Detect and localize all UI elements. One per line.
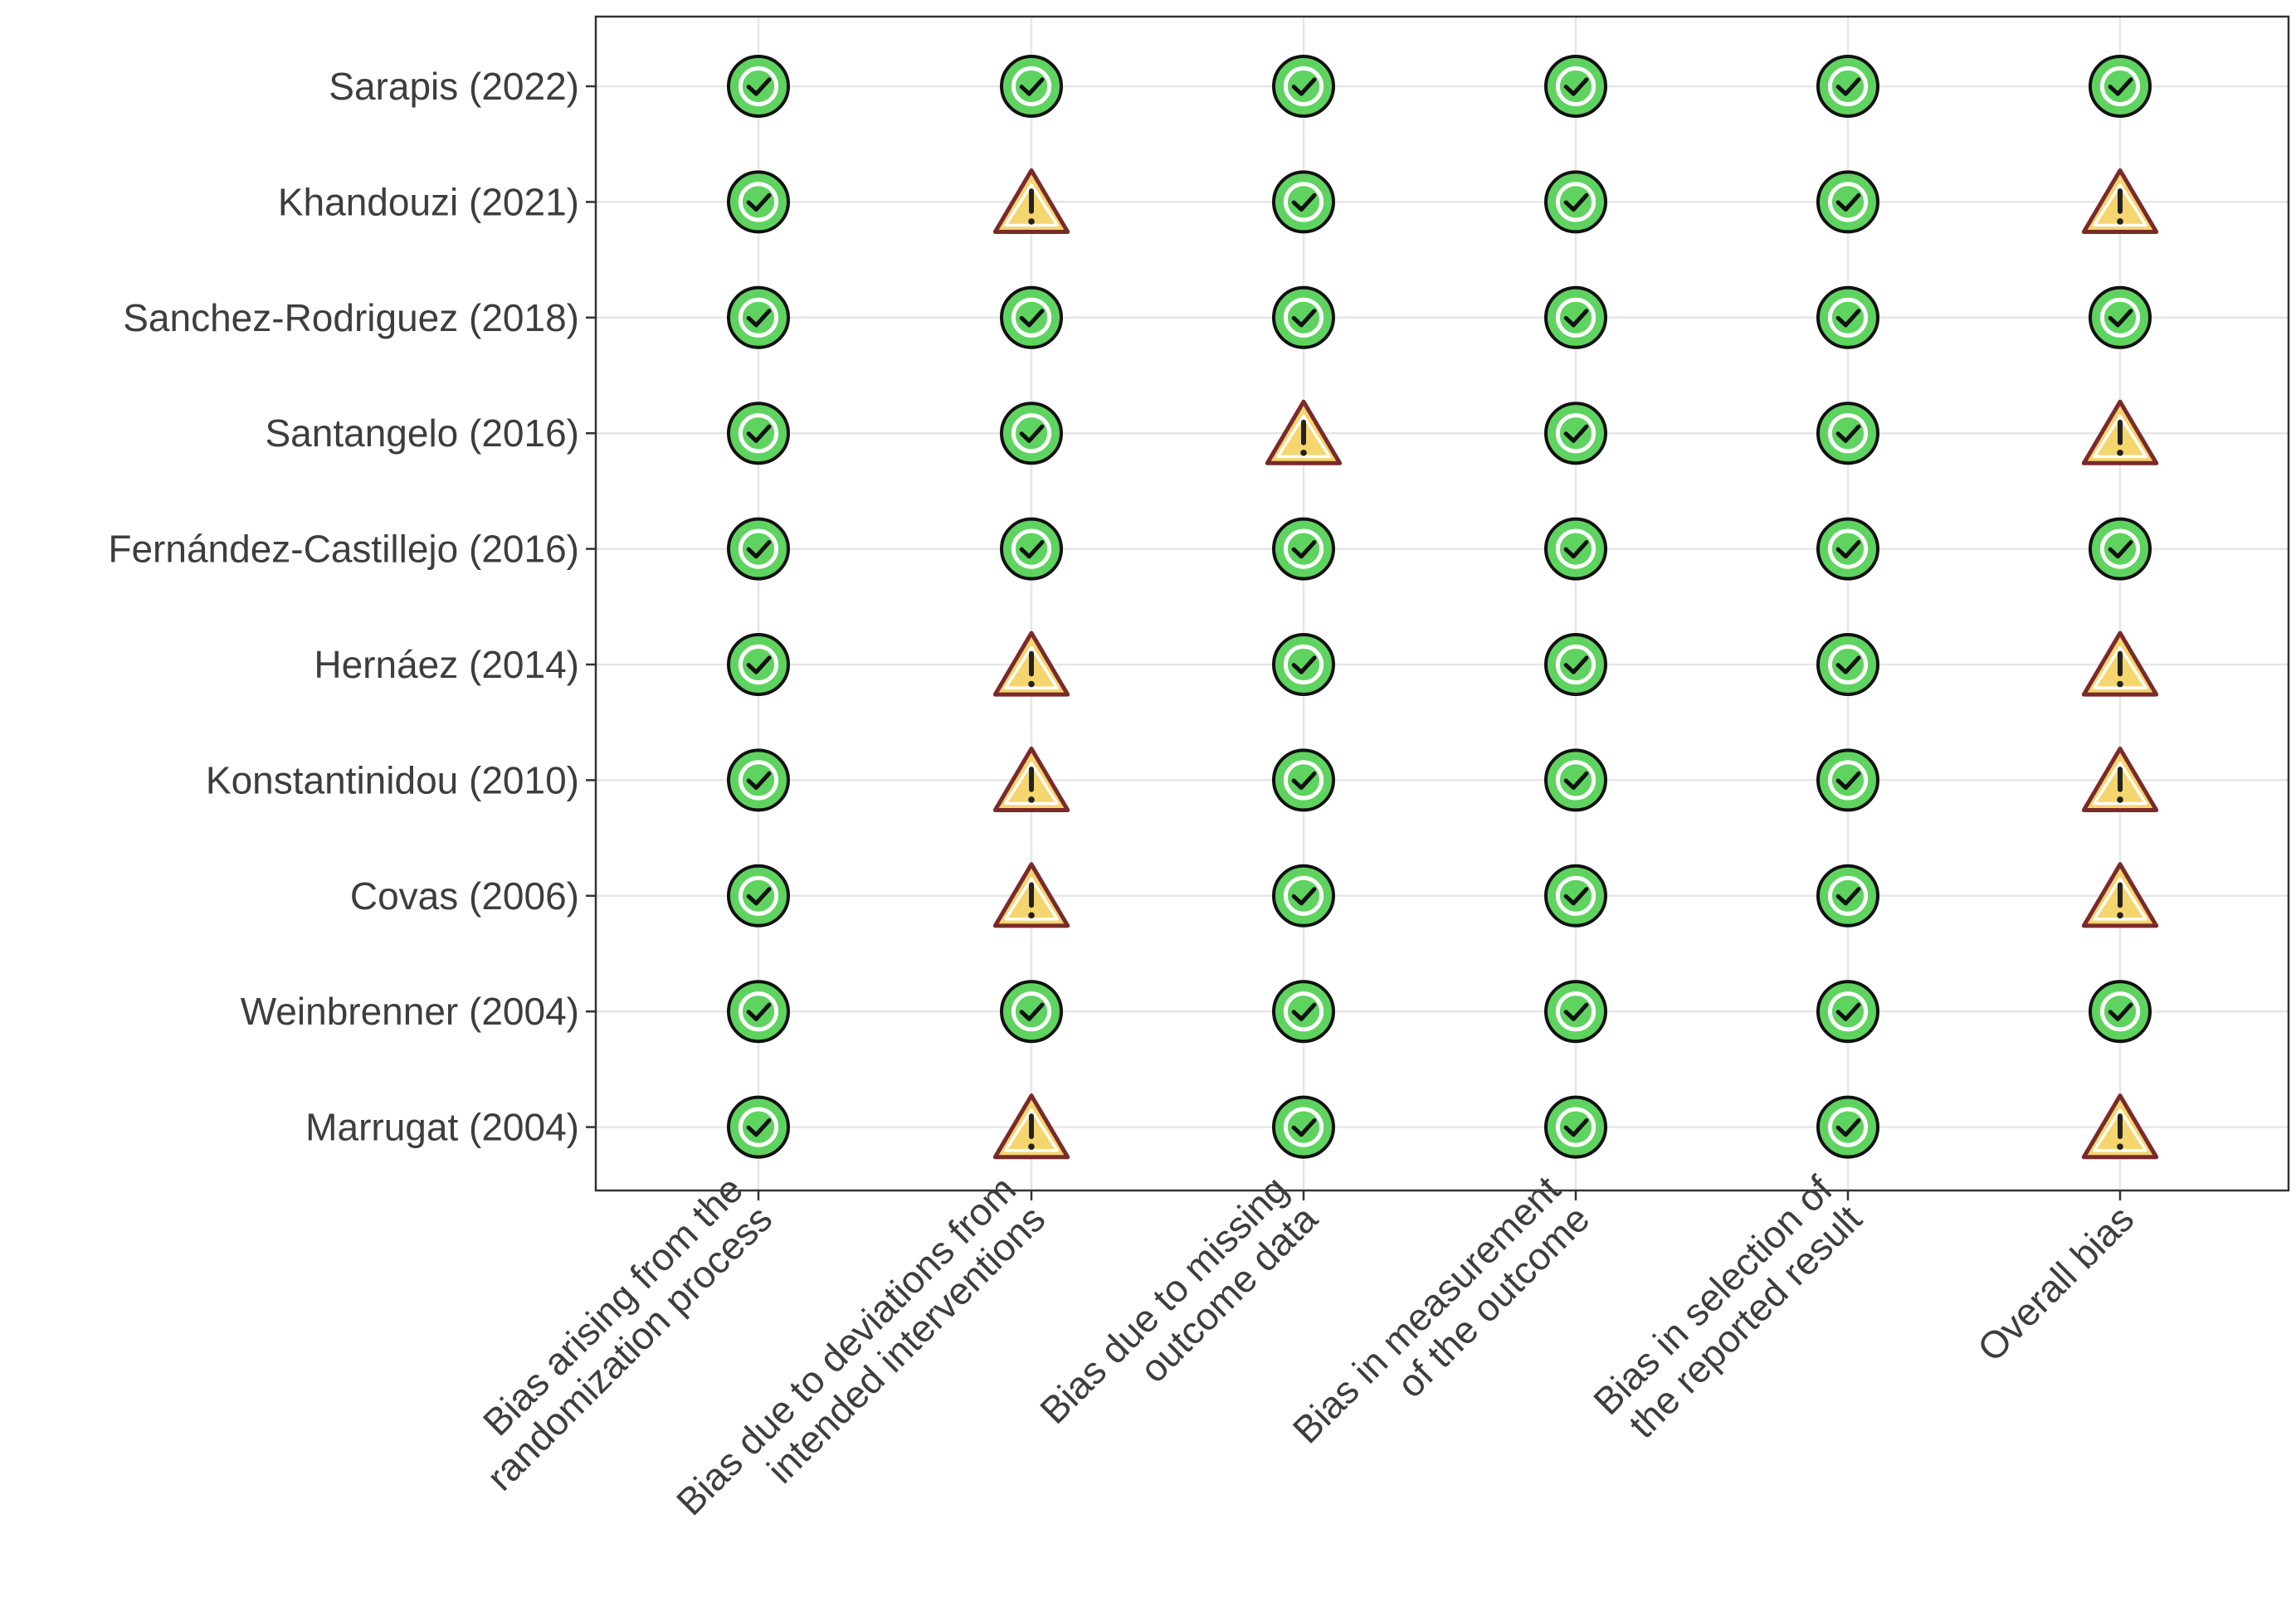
warning-triangle-icon	[2081, 631, 2159, 697]
y-axis-ticks	[586, 85, 596, 1128]
study-label: Marrugat (2004)	[305, 1106, 579, 1149]
check-circle-icon	[1544, 517, 1607, 581]
check-circle-icon	[727, 517, 790, 581]
warning-triangle-icon	[992, 168, 1070, 234]
warning-triangle-icon	[2081, 746, 2159, 812]
check-circle-icon	[1272, 517, 1335, 581]
check-circle-icon	[1272, 285, 1335, 349]
check-circle-icon	[1816, 285, 1879, 349]
check-circle-icon	[727, 633, 790, 696]
check-circle-icon	[727, 1095, 790, 1159]
domain-label-line: Bias in measurement	[1284, 1167, 1568, 1451]
warning-triangle-icon	[992, 746, 1070, 812]
warning-triangle-icon	[2081, 399, 2159, 465]
domain-label: Bias in selection ofthe reported result	[1585, 1167, 1869, 1452]
check-circle-icon	[1000, 402, 1063, 465]
check-circle-icon	[1272, 864, 1335, 928]
check-circle-icon	[1000, 285, 1063, 349]
check-circle-icon	[727, 748, 790, 812]
check-circle-icon	[1544, 55, 1607, 118]
judgement-icons	[727, 55, 2159, 1160]
check-circle-icon	[1544, 285, 1607, 349]
check-circle-icon	[1544, 748, 1607, 812]
check-circle-icon	[1816, 864, 1879, 928]
study-label: Santangelo (2016)	[265, 411, 579, 455]
check-circle-icon	[1272, 55, 1335, 118]
check-circle-icon	[2089, 285, 2152, 349]
check-circle-icon	[1000, 55, 1063, 118]
check-circle-icon	[2089, 55, 2152, 118]
domain-label: Bias in measurementof the outcome	[1284, 1167, 1598, 1481]
check-circle-icon	[1272, 980, 1335, 1044]
warning-triangle-icon	[1265, 399, 1343, 465]
warning-triangle-icon	[992, 631, 1070, 697]
domain-label-line: intended interventions	[758, 1197, 1053, 1492]
check-circle-icon	[727, 980, 790, 1044]
svg-text:Bias in measurementof the outc: Bias in measurementof the outcome	[1284, 1167, 1598, 1481]
check-circle-icon	[1816, 402, 1879, 465]
study-label: Sanchez-Rodriguez (2018)	[123, 296, 579, 339]
check-circle-icon	[727, 170, 790, 234]
study-label: Weinbrenner (2004)	[241, 990, 579, 1033]
check-circle-icon	[727, 285, 790, 349]
check-circle-icon	[1816, 55, 1879, 118]
study-label: Hernáez (2014)	[314, 643, 579, 686]
check-circle-icon	[1544, 980, 1607, 1044]
check-circle-icon	[1816, 633, 1879, 696]
check-circle-icon	[2089, 517, 2152, 581]
y-axis-labels: Sarapis (2022) Khandouzi (2021) Sanchez-Ro…	[108, 65, 579, 1149]
domain-label: Overall bias	[1969, 1197, 2142, 1371]
study-label: Khandouzi (2021)	[278, 180, 579, 223]
check-circle-icon	[1272, 633, 1335, 696]
check-circle-icon	[1816, 517, 1879, 581]
warning-triangle-icon	[992, 862, 1070, 928]
x-axis-ticks	[757, 1190, 2122, 1200]
check-circle-icon	[1000, 980, 1063, 1044]
check-circle-icon	[1816, 980, 1879, 1044]
domain-label-line: Bias due to missing	[1031, 1167, 1296, 1432]
check-circle-icon	[1544, 1095, 1607, 1159]
warning-triangle-icon	[2081, 168, 2159, 234]
check-circle-icon	[1544, 633, 1607, 696]
warning-triangle-icon	[992, 1093, 1070, 1160]
grid-lines	[596, 17, 2289, 1190]
svg-text:Bias in selection ofthe report: Bias in selection ofthe reported result	[1585, 1167, 1869, 1452]
check-circle-icon	[1816, 170, 1879, 234]
domain-label: Bias due to missingoutcome data	[1031, 1167, 1325, 1461]
x-axis-labels: Bias arising from therandomization proce…	[475, 1167, 2142, 1523]
check-circle-icon	[1000, 517, 1063, 581]
check-circle-icon	[1544, 402, 1607, 465]
check-circle-icon	[1816, 1095, 1879, 1159]
svg-text:Overall bias: Overall bias	[1969, 1197, 2142, 1371]
check-circle-icon	[1272, 1095, 1335, 1159]
domain-label-line: Bias in selection of	[1585, 1167, 1840, 1423]
check-circle-icon	[727, 864, 790, 928]
svg-text:Bias due to missingoutcome dat: Bias due to missingoutcome data	[1031, 1167, 1325, 1461]
domain-label-line: Bias arising from the	[475, 1167, 751, 1444]
study-label: Fernández-Castillejo (2016)	[108, 528, 579, 571]
check-circle-icon	[1544, 170, 1607, 234]
study-label: Konstantinidou (2010)	[206, 758, 579, 801]
check-circle-icon	[1272, 748, 1335, 812]
check-circle-icon	[1816, 748, 1879, 812]
check-circle-icon	[1544, 864, 1607, 928]
domain-label-line: Overall bias	[1969, 1197, 2142, 1371]
panel-border	[594, 15, 2290, 1192]
check-circle-icon	[1272, 170, 1335, 234]
check-circle-icon	[2089, 980, 2152, 1044]
warning-triangle-icon	[2081, 862, 2159, 928]
check-circle-icon	[727, 55, 790, 118]
check-circle-icon	[727, 402, 790, 465]
study-label: Covas (2006)	[350, 874, 579, 918]
warning-triangle-icon	[2081, 1093, 2159, 1160]
study-label: Sarapis (2022)	[329, 65, 579, 108]
